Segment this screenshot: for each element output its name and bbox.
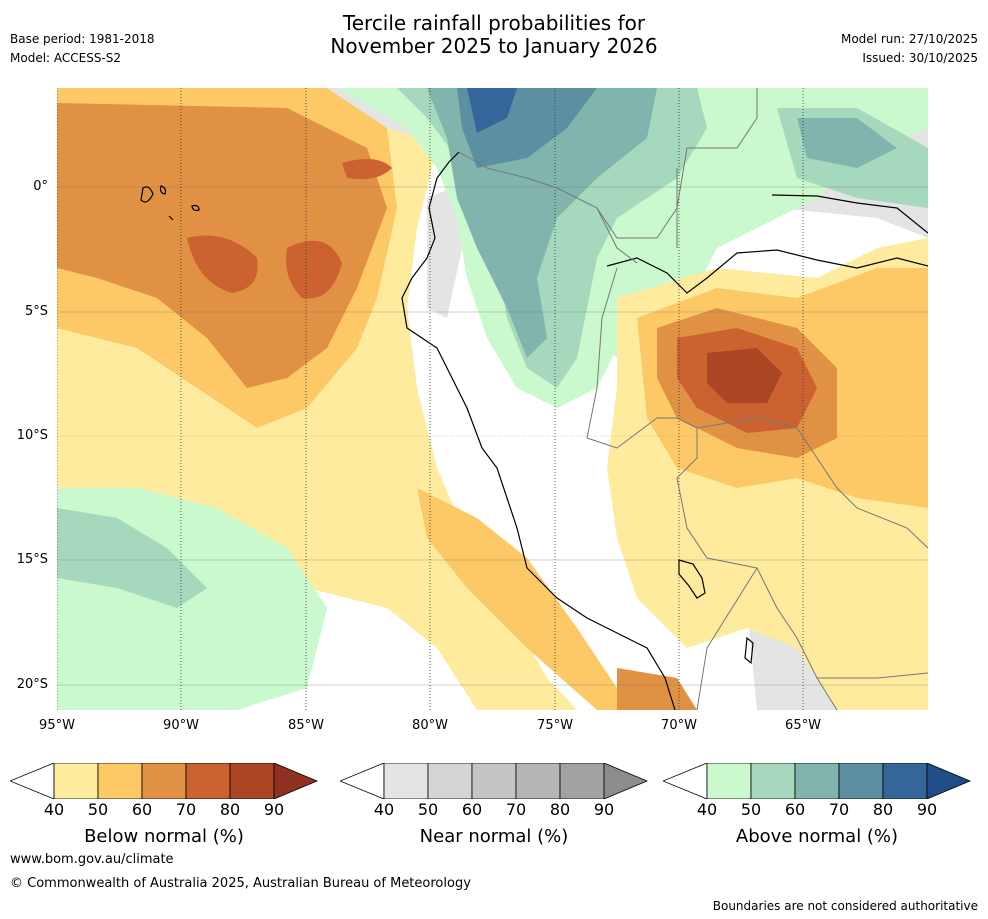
near-normal-50-b <box>427 188 462 318</box>
website-link[interactable]: www.bom.gov.au/climate <box>10 852 174 867</box>
below-normal-80-b <box>286 240 342 299</box>
lat-label-0: 0° <box>33 179 48 194</box>
cb-below-tick-90: 90 <box>263 800 285 819</box>
cb-below-seg-2 <box>97 763 143 799</box>
cb-below-tick-70: 70 <box>175 800 197 819</box>
country-borders <box>458 88 928 710</box>
lon-label-75w: 75°W <box>537 718 573 733</box>
rio-negro <box>771 194 928 234</box>
cb-below-seg-4 <box>185 763 231 799</box>
cb-above-tick-90: 90 <box>916 800 938 819</box>
cb-above-seg-2 <box>750 763 796 799</box>
below-normal-80-c <box>342 159 392 180</box>
lat-label-15s: 15°S <box>16 552 48 567</box>
cb-above-seg-4 <box>838 763 884 799</box>
cb-near-seg-5 <box>559 763 605 799</box>
below-normal-60-coast <box>417 488 677 710</box>
lon-label-80w: 80°W <box>412 718 448 733</box>
coastline-south-america <box>401 151 676 710</box>
below-normal-80-a <box>187 235 258 293</box>
cb-near-tick-40: 40 <box>373 800 395 819</box>
cb-near-seg-4 <box>515 763 561 799</box>
issued-text: Issued: 30/10/2025 <box>862 51 978 65</box>
cb-above-tick-80: 80 <box>872 800 894 819</box>
below-normal-70-south <box>617 668 697 710</box>
probability-map <box>57 88 928 710</box>
cb-below-seg-1 <box>53 763 99 799</box>
disclaimer-text: Boundaries are not considered authoritat… <box>712 899 978 913</box>
cb-above-under <box>663 763 708 799</box>
cb-above-seg-1 <box>706 763 752 799</box>
lon-label-85w: 85°W <box>288 718 324 733</box>
lat-label-5s: 5°S <box>24 304 48 319</box>
cb-below-tick-50: 50 <box>87 800 109 819</box>
below-normal-90-east <box>707 348 782 403</box>
cb-near-tick-90: 90 <box>593 800 615 819</box>
cb-near-seg-3 <box>471 763 517 799</box>
base-period-text: Base period: 1981-2018 <box>10 32 155 46</box>
cb-above-seg-5 <box>882 763 928 799</box>
cb-below-seg-5 <box>229 763 275 799</box>
cb-near-tick-80: 80 <box>549 800 571 819</box>
lat-label-10s: 10°S <box>16 428 48 443</box>
colorbar-above-normal <box>663 763 971 799</box>
lat-label-20s: 20°S <box>16 677 48 692</box>
title-line-2: November 2025 to January 2026 <box>330 34 658 58</box>
galapagos-islands <box>140 185 200 221</box>
cb-near-tick-50: 50 <box>417 800 439 819</box>
lon-label-70w: 70°W <box>661 718 697 733</box>
cb-near-tick-70: 70 <box>505 800 527 819</box>
cb-above-tick-40: 40 <box>696 800 718 819</box>
title-line-1: Tercile rainfall probabilities for <box>342 11 646 35</box>
cb-below-tick-40: 40 <box>43 800 65 819</box>
map-title: Tercile rainfall probabilities for Novem… <box>0 12 988 58</box>
cb-below-seg-3 <box>141 763 187 799</box>
gridlines <box>57 88 928 710</box>
cb-near-under <box>340 763 385 799</box>
cb-above-seg-3 <box>794 763 840 799</box>
cb-below-under <box>10 763 55 799</box>
cb-near-seg-1 <box>383 763 429 799</box>
cb-above-over <box>926 763 971 799</box>
lon-label-90w: 90°W <box>163 718 199 733</box>
cb-above-tick-50: 50 <box>740 800 762 819</box>
lon-label-95w: 95°W <box>39 718 75 733</box>
cb-above-tick-60: 60 <box>784 800 806 819</box>
amazon-river <box>606 249 928 294</box>
cb-below-over <box>273 763 318 799</box>
cb-above-label: Above normal (%) <box>735 826 899 847</box>
cb-below-tick-80: 80 <box>219 800 241 819</box>
cb-near-over <box>603 763 648 799</box>
model-run-text: Model run: 27/10/2025 <box>840 32 978 46</box>
cb-near-tick-60: 60 <box>461 800 483 819</box>
cb-below-label: Below normal (%) <box>84 826 244 847</box>
cb-near-seg-2 <box>427 763 473 799</box>
model-text: Model: ACCESS-S2 <box>10 51 122 65</box>
lake-titicaca <box>678 559 754 665</box>
above-normal-70-ne <box>797 118 897 168</box>
cb-below-tick-60: 60 <box>131 800 153 819</box>
colorbar-near-normal <box>340 763 648 799</box>
cb-above-tick-70: 70 <box>828 800 850 819</box>
above-normal-90 <box>467 88 517 133</box>
lon-label-65w: 65°W <box>785 718 821 733</box>
cb-near-label: Near normal (%) <box>419 826 569 847</box>
above-normal-60-pacific-south <box>57 508 207 608</box>
colorbar-below-normal <box>10 763 318 799</box>
copyright-text: © Commonwealth of Australia 2025, Austra… <box>10 876 471 891</box>
